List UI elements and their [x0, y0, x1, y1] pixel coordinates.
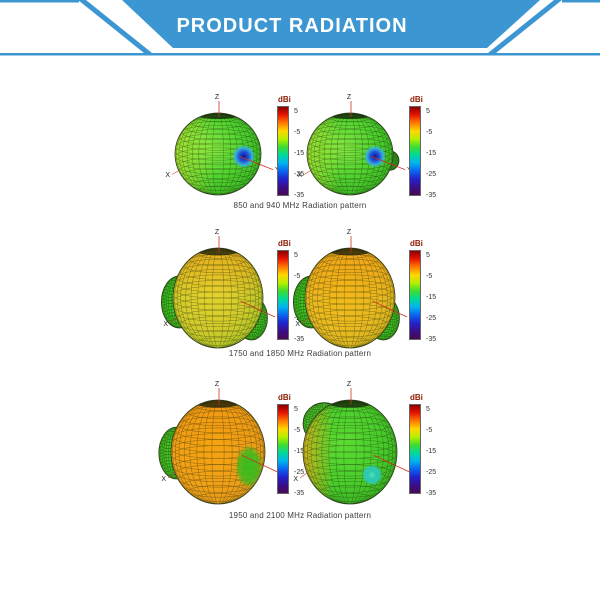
x-axis-line	[301, 317, 310, 324]
x-axis-label: X	[293, 476, 298, 483]
colorbar-gradient: 5-5-15-25-35	[277, 250, 304, 343]
banner-top-line-left	[0, 0, 79, 3]
colorbar-tick: -35	[426, 490, 437, 497]
row-caption: 1950 and 2100 MHz Radiation pattern	[228, 511, 372, 520]
colorbar-tick: -35	[294, 336, 305, 343]
z-axis-label: Z	[215, 229, 220, 236]
colorbar-tick: -5	[426, 427, 433, 434]
colorbar-tick: 5	[426, 406, 430, 413]
colorbar-tick: -25	[426, 469, 437, 476]
x-axis-label: X	[161, 476, 166, 483]
colorbar-tick: -15	[426, 150, 437, 157]
colorbar-tick: -25	[294, 469, 305, 476]
x-axis-line	[171, 170, 180, 175]
x-axis-label: X	[163, 321, 168, 328]
colorbar-unit-label: dBi	[278, 393, 291, 402]
x-axis-line	[169, 317, 178, 324]
row-caption: 850 and 940 MHz Radiation pattern	[233, 201, 367, 210]
banner-right-stripe	[488, 0, 562, 53]
z-axis-label: Z	[347, 94, 352, 101]
radiation-pattern-plot: ZYX	[158, 381, 284, 505]
z-axis-label: Z	[215, 94, 220, 101]
colorbar-tick: -35	[426, 192, 437, 199]
colorbar-tick: 5	[294, 406, 298, 413]
colorbar-tick: -35	[426, 336, 437, 343]
colorbar-tick: -15	[426, 448, 437, 455]
z-axis-label: Z	[347, 229, 352, 236]
colorbar-gradient: 5 -5 -15 -25 -35	[277, 106, 304, 199]
colorbar-tick: -15	[294, 448, 305, 455]
colorbar-unit-label: dBi	[410, 393, 423, 402]
radiation-pattern-plot: ZYX	[293, 381, 416, 505]
colorbar-tick: -5	[426, 273, 433, 280]
z-axis-label: Z	[347, 381, 352, 388]
colorbar-tick: -15	[294, 150, 305, 157]
x-axis-label: X	[295, 321, 300, 328]
colorbar-tick: -5	[294, 129, 301, 136]
colorbar-unit-label: dBi	[278, 95, 291, 104]
radiation-pattern-plot: ZYX	[165, 94, 280, 196]
y-axis-line	[239, 156, 274, 170]
banner: PRODUCT RADIATION	[0, 0, 600, 56]
colorbar-unit-label: dBi	[278, 239, 291, 248]
x-axis-line	[167, 472, 176, 479]
banner-left-stripe	[78, 0, 152, 53]
colorbar-tick: -25	[426, 315, 437, 322]
banner-top-line-right	[562, 0, 600, 3]
banner-bottom-line	[0, 53, 600, 56]
radiation-pattern-plot: ZYX	[292, 229, 414, 349]
y-axis-line	[372, 300, 408, 318]
colorbar-tick: -15	[426, 294, 437, 301]
colorbar-tick: 5	[294, 252, 298, 259]
colorbar-tick: -5	[294, 427, 301, 434]
colorbar-gradient: 5 -5 -15 -25 -35	[409, 250, 436, 343]
colorbar-tick: 5	[426, 252, 430, 259]
colorbar-tick: -25	[294, 171, 305, 178]
colorbar-tick: -5	[294, 273, 301, 280]
x-axis-line	[303, 170, 312, 175]
page-title: PRODUCT RADIATION	[176, 15, 407, 37]
colorbar-tick: 5	[426, 108, 430, 115]
colorbar-gradient: 5 -5 -15 -25 -35	[277, 404, 304, 497]
radiation-pattern-plot: ZYX	[297, 94, 412, 196]
colorbar-tick: -5	[426, 129, 433, 136]
x-axis-line	[299, 472, 308, 479]
z-axis-label: Z	[215, 381, 220, 388]
colorbar-gradient: 5 -5 -15 -25 -35	[409, 106, 436, 199]
radiation-pattern-plot: ZYX	[160, 229, 282, 349]
colorbar-tick: -25	[426, 171, 437, 178]
colorbar-gradient: 5 -5 -15 -25 -35	[409, 404, 436, 497]
x-axis-label: X	[165, 172, 170, 179]
y-axis-line	[240, 300, 276, 318]
x-axis-label: X	[297, 172, 302, 179]
colorbar-unit-label: dBi	[410, 95, 423, 104]
colorbar-tick: 5	[294, 108, 298, 115]
colorbar-unit-label: dBi	[410, 239, 423, 248]
y-axis-line	[371, 156, 406, 170]
colorbar-tick: -35	[294, 490, 305, 497]
y-axis-line	[373, 454, 410, 473]
y-axis-line	[241, 454, 278, 473]
row-caption: 1750 and 1850 MHz Radiation pattern	[228, 349, 372, 358]
banner-trapezoid	[122, 0, 540, 48]
colorbar-tick: -35	[294, 192, 305, 199]
